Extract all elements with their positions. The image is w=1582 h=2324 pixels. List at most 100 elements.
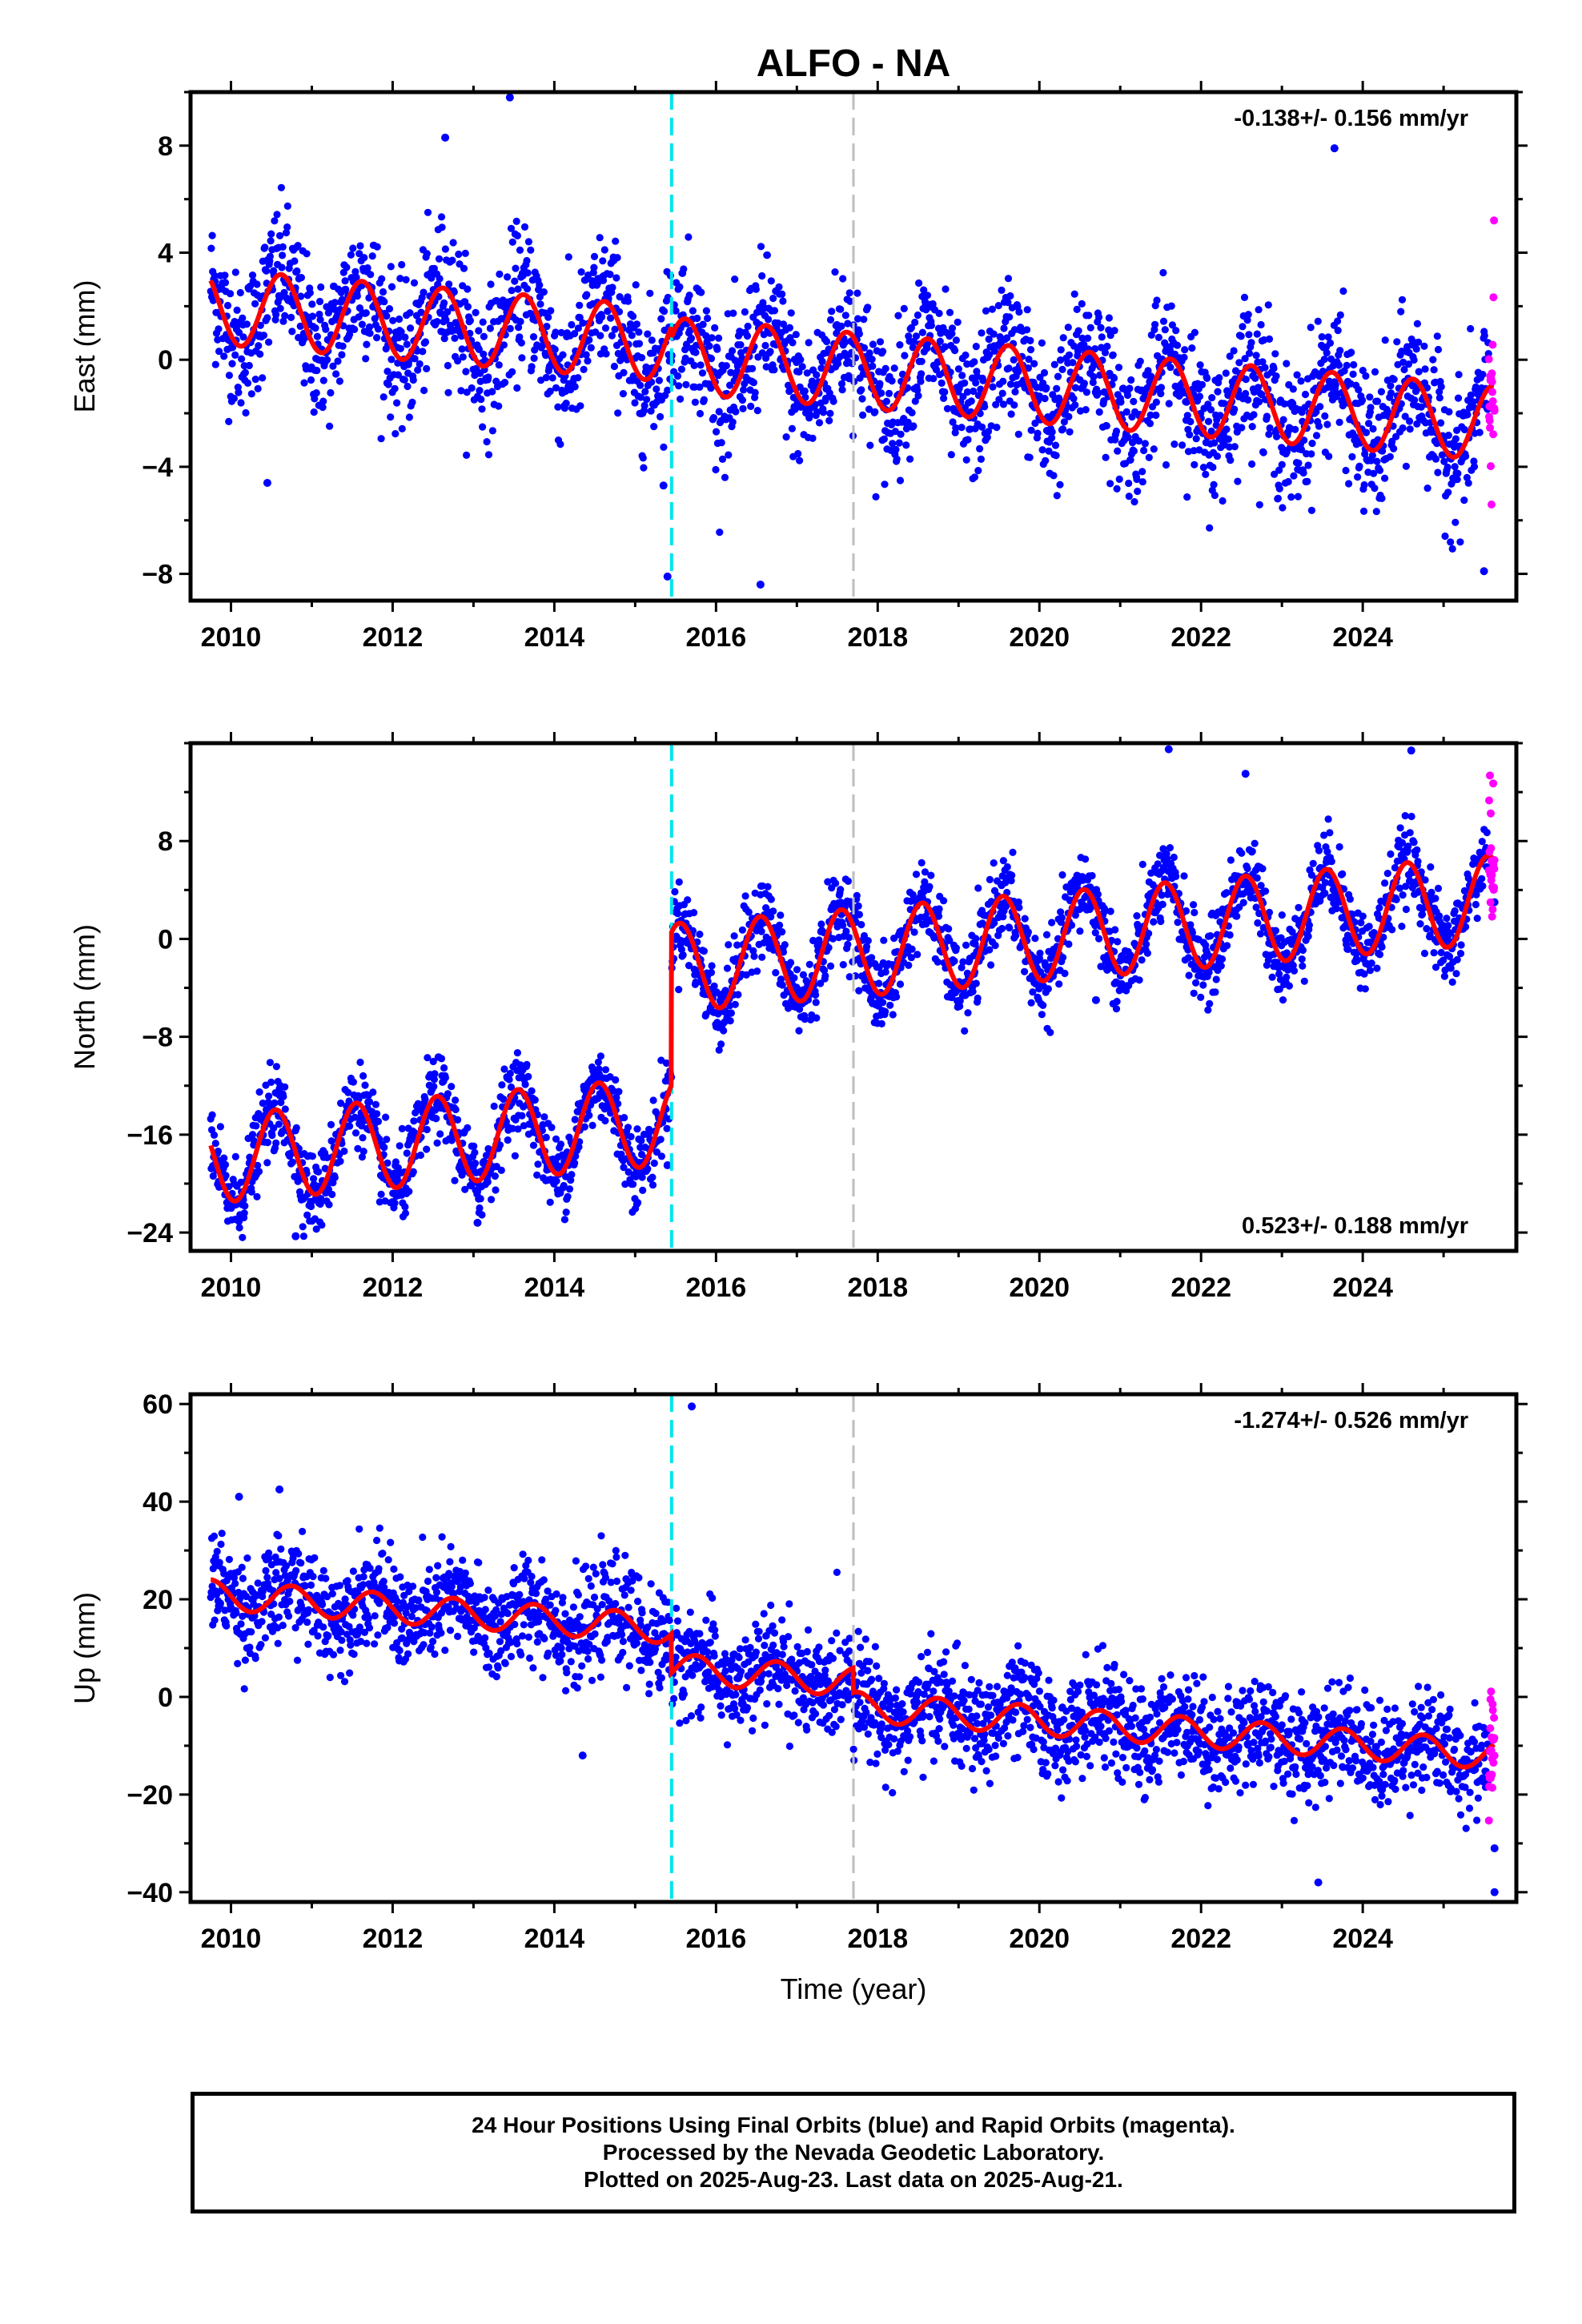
final-orbit-point xyxy=(837,886,845,894)
final-orbit-point xyxy=(1214,388,1222,396)
final-orbit-point xyxy=(214,1148,222,1156)
final-orbit-point xyxy=(837,380,846,388)
x-tick-label: 2012 xyxy=(363,622,424,653)
final-orbit-point xyxy=(1308,440,1316,448)
final-orbit-point xyxy=(454,1116,462,1124)
final-orbit-point xyxy=(1021,915,1029,923)
final-orbit-point xyxy=(1123,391,1132,400)
final-orbit-point xyxy=(777,911,785,919)
final-orbit-point xyxy=(576,313,584,322)
final-orbit-point xyxy=(740,386,748,394)
final-orbit-point xyxy=(621,1180,629,1188)
final-orbit-point xyxy=(1265,430,1273,439)
final-orbit-point xyxy=(1051,441,1060,449)
final-orbit-point xyxy=(580,1123,588,1131)
final-orbit-point xyxy=(885,389,893,397)
final-orbit-point xyxy=(1010,326,1018,334)
final-orbit-point xyxy=(629,372,637,380)
final-orbit-point xyxy=(1335,361,1343,369)
final-orbit-point xyxy=(998,286,1006,294)
final-orbit-point xyxy=(383,1136,391,1144)
final-orbit-point xyxy=(1320,356,1328,364)
final-orbit-point xyxy=(337,1100,345,1108)
final-orbit-point xyxy=(875,979,883,987)
final-orbit-point xyxy=(373,334,381,342)
final-orbit-point xyxy=(839,961,847,969)
final-orbit-point xyxy=(371,1100,379,1108)
final-orbit-point xyxy=(950,957,958,965)
final-orbit-point xyxy=(693,314,701,323)
final-orbit-point xyxy=(1055,980,1063,988)
final-orbit-point xyxy=(844,940,852,948)
final-orbit-point xyxy=(902,424,910,433)
final-orbit-point xyxy=(1170,440,1178,448)
final-orbit-point xyxy=(1146,411,1154,420)
final-orbit-point xyxy=(829,935,837,943)
final-orbit-point xyxy=(288,1158,296,1166)
final-orbit-point xyxy=(1088,871,1096,880)
final-orbit-point xyxy=(612,1076,620,1084)
final-orbit-point xyxy=(613,254,621,262)
final-orbit-point xyxy=(462,368,470,376)
final-orbit-point xyxy=(631,399,639,407)
final-orbit-point xyxy=(832,879,840,887)
final-orbit-point xyxy=(1316,403,1324,411)
final-orbit-point xyxy=(696,409,705,418)
final-orbit-point xyxy=(1365,420,1373,428)
final-orbit-point xyxy=(1098,344,1106,352)
final-orbit-point xyxy=(1312,432,1321,440)
final-orbit-point xyxy=(391,384,399,392)
final-orbit-point xyxy=(656,1136,665,1144)
final-orbit-point xyxy=(1377,388,1385,396)
final-orbit-point xyxy=(346,330,354,339)
final-orbit-point xyxy=(527,246,535,254)
final-orbit-point xyxy=(951,347,959,355)
final-orbit-point xyxy=(1082,855,1090,863)
final-orbit-point xyxy=(327,1120,335,1128)
final-orbit-point xyxy=(1349,370,1357,378)
final-orbit-point xyxy=(1110,374,1118,382)
final-orbit-point xyxy=(389,316,397,324)
final-orbit-point xyxy=(432,1115,440,1123)
final-orbit-point xyxy=(905,961,913,969)
final-orbit-point xyxy=(1166,364,1174,372)
final-orbit-point xyxy=(1239,323,1247,331)
final-orbit-point xyxy=(1135,976,1143,984)
final-orbit-point xyxy=(1090,360,1098,368)
final-orbit-point xyxy=(518,1112,526,1120)
final-orbit-point xyxy=(776,921,784,929)
final-orbit-point xyxy=(737,341,745,349)
final-orbit-point xyxy=(406,309,414,317)
final-orbit-point xyxy=(839,275,847,283)
final-orbit-point xyxy=(637,1136,645,1144)
final-orbit-point xyxy=(338,351,346,359)
final-orbit-point xyxy=(1441,532,1449,541)
final-orbit-point xyxy=(1402,462,1410,470)
final-orbit-point xyxy=(292,1124,300,1132)
final-orbit-point xyxy=(1244,311,1252,319)
final-orbit-point xyxy=(824,878,832,886)
final-orbit-point xyxy=(770,366,778,374)
final-orbit-point xyxy=(423,1125,431,1134)
final-orbit-point xyxy=(1029,988,1037,996)
final-orbit-point xyxy=(789,339,797,347)
final-orbit-point xyxy=(423,250,431,258)
final-orbit-point xyxy=(1027,426,1035,434)
final-orbit-point xyxy=(1472,383,1480,391)
final-orbit-point xyxy=(517,339,525,347)
final-orbit-point xyxy=(471,1148,479,1156)
final-orbit-point xyxy=(1192,979,1200,987)
final-orbit-point xyxy=(1366,393,1374,401)
final-orbit-point xyxy=(323,1153,331,1162)
final-orbit-point xyxy=(523,1060,531,1068)
final-orbit-point xyxy=(673,910,682,918)
final-orbit-point xyxy=(1452,435,1460,443)
final-orbit-point xyxy=(652,385,661,393)
final-orbit-point xyxy=(1307,450,1315,458)
final-orbit-point xyxy=(220,352,228,360)
final-orbit-point xyxy=(599,257,607,265)
final-orbit-point xyxy=(401,333,409,341)
final-orbit-point xyxy=(927,871,935,879)
final-orbit-point xyxy=(1090,372,1098,381)
final-orbit-point xyxy=(1362,428,1371,436)
